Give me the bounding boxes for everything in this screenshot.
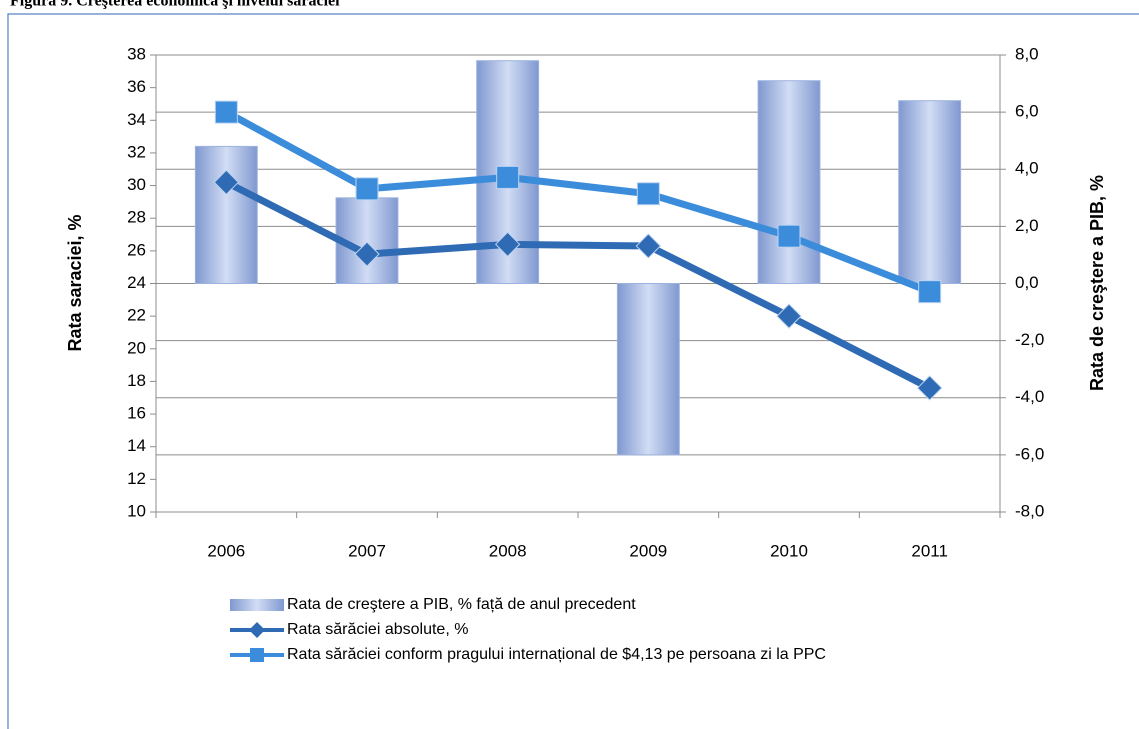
y-tick-label: 14 [127, 436, 146, 455]
y-tick-label: 30 [127, 175, 146, 194]
marker [213, 169, 240, 196]
x-tick-label: 2008 [489, 541, 527, 560]
y2-tick-label: -2,0 [1015, 330, 1044, 349]
y-tick-label: 22 [127, 306, 146, 325]
y-tick-label: 32 [127, 142, 146, 161]
marker [214, 100, 238, 124]
marker [918, 280, 942, 304]
y-tick-label: 12 [127, 469, 146, 488]
x-tick-label: 2006 [207, 541, 245, 560]
marker [635, 233, 662, 259]
x-tick-label: 2010 [770, 541, 808, 560]
y-tick-label: 26 [127, 240, 146, 259]
marker [636, 182, 660, 206]
y2-tick-label: 2,0 [1015, 216, 1039, 235]
chart-title: Figura 9. Creşterea economică şi nivelul… [10, 0, 340, 10]
x-tick-label: 2007 [348, 541, 386, 560]
y-tick-label: 20 [127, 338, 146, 357]
line [224, 179, 932, 392]
y-tick-label: 38 [127, 44, 146, 63]
bar [616, 283, 680, 456]
y2-axis-title: Rata de creştere a PIB, % [1087, 175, 1107, 391]
marker [355, 177, 379, 201]
y-tick-label: 24 [127, 273, 146, 292]
frame [7, 13, 1139, 729]
marker [354, 241, 380, 267]
y-axis-title: Rata saraciei, % [65, 214, 85, 351]
bar [898, 100, 962, 284]
y2-tick-label: -8,0 [1015, 501, 1044, 520]
legend-label: Rata sărăciei absolute, % [287, 621, 468, 638]
legend-label: Rata de creştere a PIB, % față de anul p… [287, 596, 636, 613]
legend-swatch [230, 599, 284, 611]
y2-tick-label: 8,0 [1015, 44, 1039, 63]
y-tick-label: 28 [127, 208, 146, 227]
marker [916, 375, 943, 401]
x-tick-label: 2009 [629, 541, 667, 560]
marker [496, 165, 520, 189]
marker [776, 303, 802, 329]
line [224, 109, 931, 295]
y2-tick-label: -6,0 [1015, 444, 1044, 463]
marker [494, 231, 521, 258]
y2-tick-label: 0,0 [1015, 273, 1039, 292]
y-tick-label: 10 [127, 501, 146, 520]
x-tick-label: 2011 [911, 541, 948, 560]
legend-label: Rata sărăciei conform pragului internați… [287, 646, 826, 663]
bar [757, 80, 821, 284]
y2-tick-label: 6,0 [1015, 102, 1039, 121]
y-tick-label: 16 [127, 404, 146, 423]
y2-tick-label: -4,0 [1015, 387, 1044, 406]
legend-marker [250, 648, 264, 662]
marker [777, 224, 801, 248]
y-tick-label: 34 [127, 110, 146, 129]
bar [194, 145, 258, 284]
y-tick-label: 18 [127, 371, 146, 390]
y2-tick-label: 4,0 [1015, 159, 1039, 178]
legend-marker [249, 622, 265, 638]
y-tick-label: 36 [127, 77, 146, 96]
